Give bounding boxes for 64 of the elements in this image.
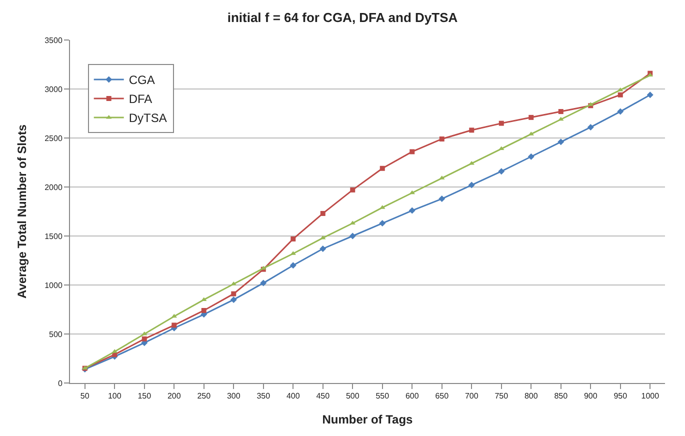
point	[558, 109, 564, 114]
point	[410, 149, 415, 154]
x-tick-label: 300	[226, 392, 241, 401]
point	[142, 336, 147, 342]
y-tick-label: 2500	[44, 134, 63, 143]
x-tick-label: 150	[138, 392, 152, 401]
point	[558, 138, 564, 146]
x-tick-label: 750	[494, 392, 509, 401]
point	[380, 166, 385, 171]
point	[201, 308, 206, 313]
x-tick-label: 200	[167, 392, 182, 401]
point	[528, 153, 534, 160]
point	[349, 232, 356, 240]
x-tick-label: 900	[584, 392, 598, 401]
point	[468, 182, 475, 188]
y-tick-label: 500	[49, 330, 63, 339]
point	[646, 92, 654, 98]
y-tick-label: 3000	[44, 84, 63, 94]
x-tick-label: 250	[197, 392, 212, 401]
y-tick-label: 0	[58, 378, 63, 388]
point	[172, 322, 177, 328]
legend-label: DFA	[128, 92, 152, 106]
point	[617, 108, 624, 115]
y-tick-label: 1000	[44, 280, 63, 290]
point	[587, 124, 594, 130]
point	[379, 220, 386, 227]
x-tick-label: 950	[614, 392, 628, 401]
point	[438, 196, 446, 202]
x-tick-label: 350	[256, 392, 271, 401]
chart-title: initial f = 64 for CGA, DFA and DyTSA	[227, 10, 458, 26]
point	[469, 128, 474, 133]
point	[320, 245, 326, 252]
y-tick-label: 2000	[44, 182, 63, 192]
y-tick-label: 3500	[44, 36, 63, 45]
x-tick-label: 650	[435, 392, 450, 401]
x-tick-label: 450	[316, 392, 330, 401]
point	[618, 92, 623, 98]
point	[290, 236, 296, 242]
point	[260, 280, 267, 286]
y-tick-label: 1500	[44, 232, 63, 241]
x-tick-label: 1000	[641, 392, 660, 401]
x-tick-label: 500	[346, 392, 360, 401]
legend-label: DyTSA	[128, 111, 167, 126]
point	[350, 187, 356, 192]
point	[498, 120, 504, 126]
point	[320, 210, 326, 216]
y-axis-title: Average Total Number of Slots	[14, 124, 29, 299]
x-tick-label: 600	[405, 392, 420, 401]
x-tick-label: 400	[286, 392, 300, 401]
x-tick-label: 550	[376, 392, 390, 401]
point	[230, 296, 237, 303]
point	[290, 262, 296, 269]
point	[498, 168, 505, 175]
x-tick-label: 50	[80, 392, 90, 401]
x-tick-label: 800	[524, 392, 538, 401]
point	[408, 207, 416, 214]
x-tick-label: 850	[554, 392, 568, 401]
x-tick-label: 100	[108, 392, 122, 401]
legend-label: CGA	[128, 73, 155, 88]
point	[528, 114, 534, 120]
x-axis-title: Number of Tags	[322, 412, 414, 426]
point	[231, 291, 236, 296]
x-tick-label: 700	[464, 392, 479, 401]
point	[439, 136, 444, 142]
